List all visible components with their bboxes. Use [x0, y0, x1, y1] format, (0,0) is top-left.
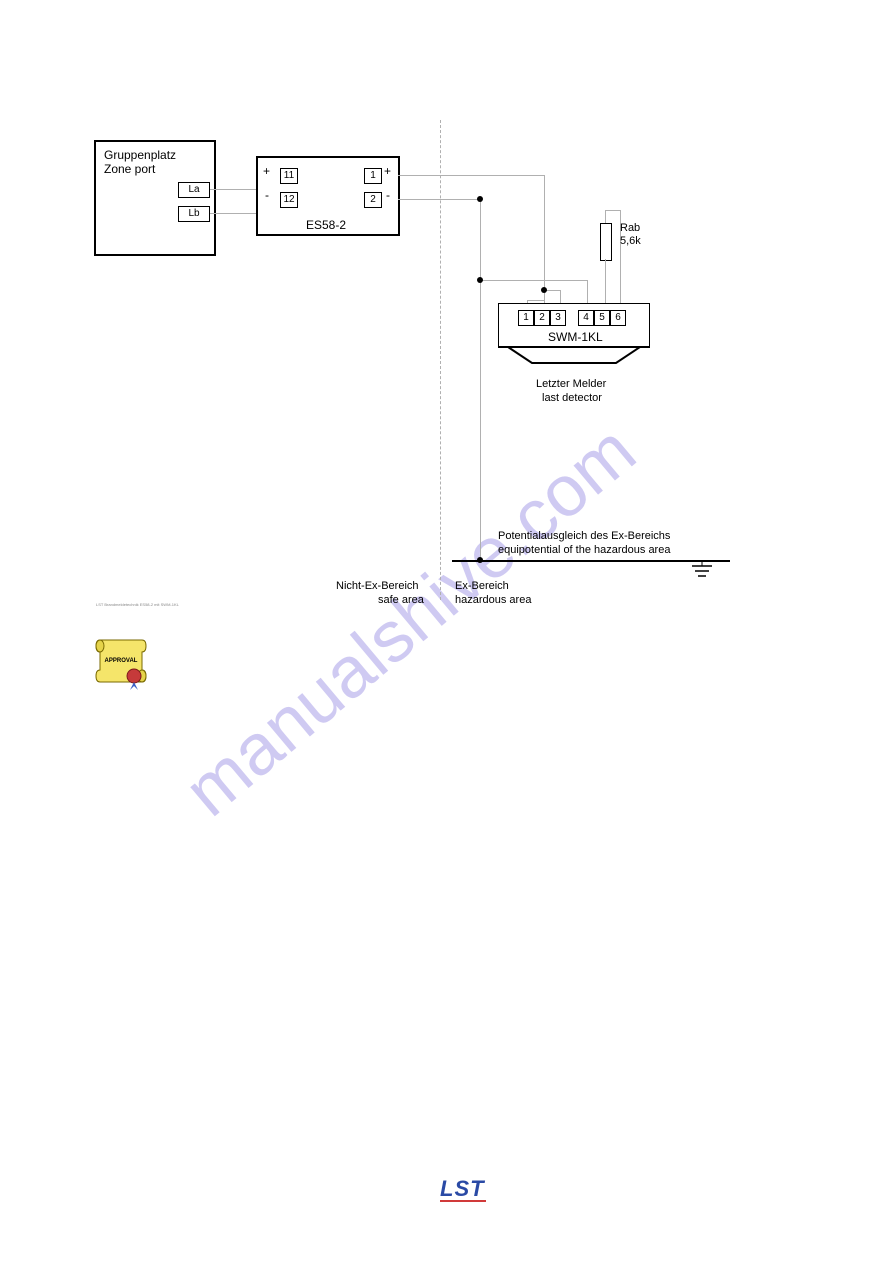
equipotential-line2: equipotential of the hazardous area — [498, 544, 670, 556]
es58-term-1: 1 — [364, 168, 382, 184]
wire — [527, 300, 544, 301]
zone-port-title1: Gruppenplatz — [104, 148, 176, 162]
detector-term-4: 4 — [578, 310, 594, 326]
zone-port-title2: Zone port — [104, 162, 155, 176]
zone-port-term-la: La — [178, 182, 210, 198]
resistor-rab — [600, 223, 612, 261]
es58-term-12: 12 — [280, 192, 298, 208]
haz-area-label1: Ex-Bereich — [455, 580, 509, 592]
boundary-dash — [440, 120, 441, 600]
equipotential-line1: Potentialausgleich des Ex-Bereichs — [498, 530, 670, 542]
safe-area-label1: Nicht-Ex-Bereich — [336, 580, 419, 592]
detector-term-1: 1 — [518, 310, 534, 326]
micro-caption: LST Brandmeldetechnik ES58-2 mit SWM-1KL — [96, 602, 179, 607]
detector-caption2: last detector — [542, 392, 602, 404]
wire-node — [477, 277, 483, 283]
wire-node — [477, 196, 483, 202]
detector-label: SWM-1KL — [548, 330, 603, 344]
page: manualshive.com Gruppenplatz Zone port L… — [0, 0, 893, 1263]
approval-stamp-text: APPROVAL — [105, 658, 138, 664]
lst-logo-underline — [440, 1200, 486, 1202]
wire-node — [477, 557, 483, 563]
wire — [398, 175, 544, 176]
wire — [605, 210, 606, 223]
detector-term-6: 6 — [610, 310, 626, 326]
wire — [398, 199, 480, 200]
es58-minus-left: - — [265, 188, 269, 202]
es58-term-2: 2 — [364, 192, 382, 208]
zone-port-term-lb: Lb — [178, 206, 210, 222]
lst-logo: LST — [440, 1176, 485, 1202]
safe-area-label2: safe area — [378, 594, 424, 606]
es58-minus-right: - — [386, 188, 390, 202]
detector-term-2: 2 — [534, 310, 550, 326]
rab-label2: 5,6k — [620, 235, 641, 247]
ground-icon — [690, 560, 714, 582]
wire — [210, 213, 256, 214]
detector-caption1: Letzter Melder — [536, 378, 606, 390]
es58-label: ES58-2 — [306, 218, 346, 232]
es58-term-11: 11 — [280, 168, 298, 184]
wire — [480, 280, 587, 281]
wire — [605, 210, 620, 211]
wire — [480, 199, 481, 560]
approval-stamp-icon: APPROVAL — [92, 632, 154, 690]
rab-label1: Rab — [620, 222, 640, 234]
equipotential-bus — [452, 560, 730, 562]
detector-term-5: 5 — [594, 310, 610, 326]
haz-area-label2: hazardous area — [455, 594, 531, 606]
es58-plus-left: + — [263, 164, 270, 178]
wire — [210, 189, 256, 190]
detector-term-3: 3 — [550, 310, 566, 326]
es58-plus-right: + — [384, 164, 391, 178]
wire-node — [541, 287, 547, 293]
watermark: manualshive.com — [169, 410, 651, 833]
